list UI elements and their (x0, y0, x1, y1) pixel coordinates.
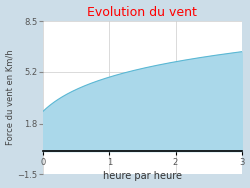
X-axis label: heure par heure: heure par heure (103, 171, 182, 181)
Title: Evolution du vent: Evolution du vent (88, 6, 197, 19)
Y-axis label: Force du vent en Km/h: Force du vent en Km/h (6, 50, 15, 145)
